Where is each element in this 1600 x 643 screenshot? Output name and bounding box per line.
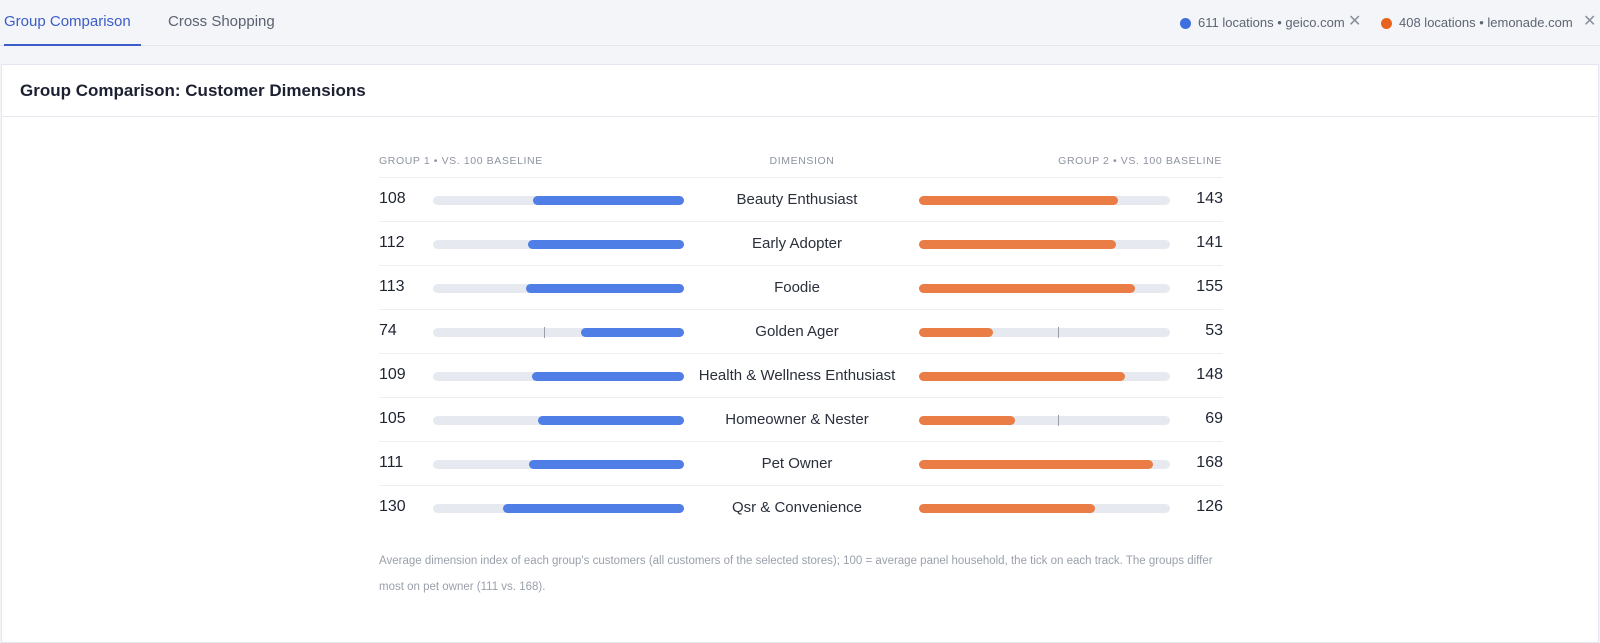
tab-group-comparison[interactable]: Group Comparison — [4, 0, 141, 46]
group-1-value: 105 — [379, 410, 406, 427]
group-1-track — [433, 504, 684, 513]
dimension-label: Pet Owner — [761, 455, 833, 472]
group-2-value: 148 — [1196, 366, 1223, 383]
group-1-bar — [527, 240, 684, 249]
dimension-row: 105 Homeowner & Nester 69 — [379, 397, 1223, 442]
group-2-track — [919, 504, 1170, 513]
group-2-track — [919, 415, 1170, 426]
group-2-value: 53 — [1205, 322, 1223, 339]
close-icon[interactable]: ✕ — [1583, 13, 1597, 30]
group-1-track — [433, 327, 684, 338]
group-2-track — [919, 372, 1170, 381]
group-1-value: 74 — [379, 322, 397, 339]
group-2-track — [919, 284, 1170, 293]
group-1-track — [433, 196, 684, 205]
group-2-track — [919, 196, 1170, 205]
group-2-label: 408 locations • lemonade.com — [1399, 15, 1573, 30]
group-1-bar — [502, 504, 684, 513]
group-1-bar — [533, 196, 684, 205]
group-1-track — [433, 372, 684, 381]
group-1-bar — [532, 372, 684, 381]
group-2-value: 69 — [1205, 410, 1223, 427]
group-2-value: 126 — [1196, 498, 1223, 515]
group-2-dot-icon — [1381, 18, 1392, 29]
dimension-row: 111 Pet Owner 168 — [379, 441, 1223, 486]
group-2-chip: 408 locations • lemonade.com ✕ — [1381, 13, 1600, 33]
group-1-track — [433, 240, 684, 249]
group-1-bar — [526, 284, 684, 293]
dimension-label: Early Adopter — [751, 235, 843, 252]
group-2-value: 141 — [1196, 234, 1223, 251]
group-1-value: 130 — [379, 498, 406, 515]
group-2-bar — [919, 240, 1116, 249]
dimension-row: 130 Qsr & Convenience 126 — [379, 485, 1223, 530]
group-1-chip: 611 locations • geico.com ✕ — [1180, 13, 1390, 33]
group-1-track — [433, 416, 684, 425]
group-1-value: 113 — [379, 278, 405, 295]
dimension-label: Health & Wellness Enthusiast — [698, 367, 896, 384]
column-header-group-2: GROUP 2 • VS. 100 BASELINE — [1058, 155, 1222, 167]
tab-cross-shopping[interactable]: Cross Shopping — [168, 13, 275, 30]
group-2-bar — [919, 416, 1016, 425]
group-2-value: 168 — [1196, 454, 1223, 471]
baseline-tick — [543, 327, 545, 338]
group-1-dot-icon — [1180, 18, 1191, 29]
column-header-group-1: GROUP 1 • VS. 100 BASELINE — [379, 155, 543, 167]
top-nav-bar: Group Comparison Cross Shopping 611 loca… — [0, 0, 1600, 46]
card-header: Group Comparison: Customer Dimensions — [2, 65, 1598, 117]
group-1-value: 109 — [379, 366, 406, 383]
group-2-bar — [919, 328, 993, 337]
dimension-row: 112 Early Adopter 141 — [379, 221, 1223, 266]
close-icon[interactable]: ✕ — [1348, 13, 1362, 30]
dimension-label: Foodie — [774, 279, 820, 296]
dimension-row: 113 Foodie 155 — [379, 265, 1223, 310]
group-1-bar — [537, 416, 684, 425]
group-1-value: 108 — [379, 190, 406, 207]
group-2-track — [919, 240, 1170, 249]
group-1-track — [433, 284, 684, 293]
group-1-label: 611 locations • geico.com — [1198, 15, 1345, 30]
group-2-bar — [919, 284, 1136, 293]
group-1-value: 112 — [379, 234, 405, 251]
group-2-value: 155 — [1196, 278, 1223, 295]
card-title: Group Comparison: Customer Dimensions — [20, 81, 366, 100]
dimension-row: 109 Health & Wellness Enthusiast 148 — [379, 353, 1223, 398]
group-2-value: 143 — [1196, 190, 1223, 207]
comparison-card: Group Comparison: Customer Dimensions GR… — [1, 64, 1599, 643]
column-header-dimension: DIMENSION — [769, 155, 835, 167]
group-2-track — [919, 327, 1170, 338]
dimension-label: Homeowner & Nester — [725, 411, 869, 428]
group-2-bar — [919, 372, 1126, 381]
dimension-row: 108 Beauty Enthusiast 143 — [379, 177, 1223, 222]
dimension-label: Qsr & Convenience — [731, 499, 863, 516]
dimension-label: Golden Ager — [755, 323, 839, 340]
group-1-bar — [580, 328, 684, 337]
baseline-tick — [1058, 415, 1060, 426]
dimension-row: 74 Golden Ager 53 — [379, 309, 1223, 354]
group-2-bar — [919, 460, 1154, 469]
group-2-bar — [919, 504, 1095, 513]
footnote: Average dimension index of each group's … — [379, 555, 1213, 593]
group-1-bar — [529, 460, 684, 469]
baseline-tick — [1058, 327, 1060, 338]
group-2-bar — [919, 196, 1119, 205]
dimension-label: Beauty Enthusiast — [736, 191, 858, 208]
group-2-track — [919, 460, 1170, 469]
group-1-track — [433, 460, 684, 469]
group-1-value: 111 — [379, 454, 404, 471]
